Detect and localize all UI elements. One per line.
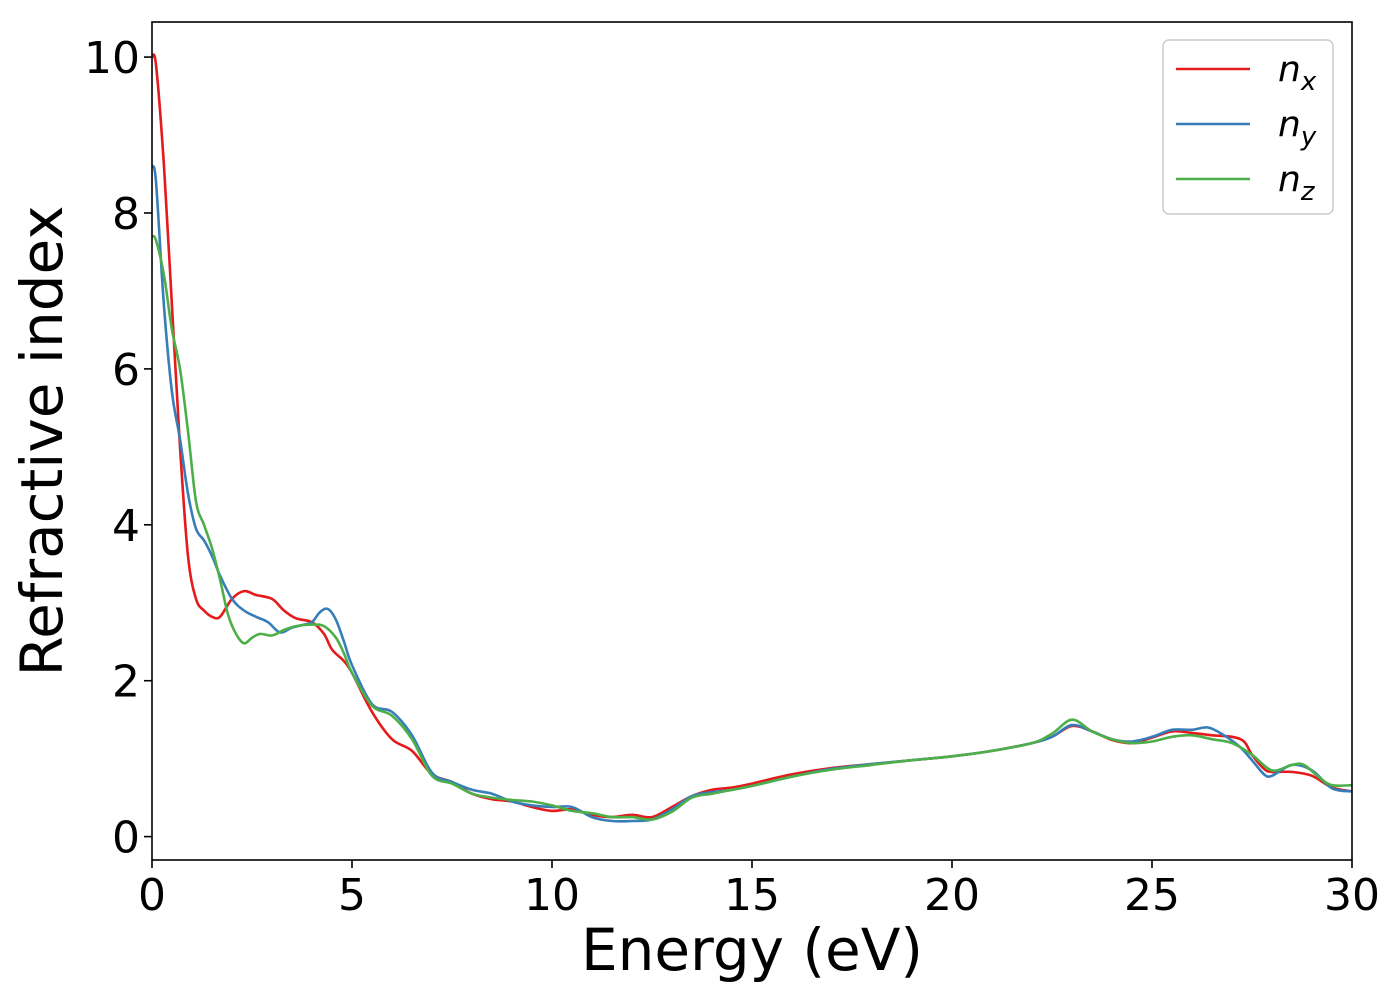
series-line-n-y xyxy=(152,164,1352,823)
legend-label-main: n xyxy=(1278,159,1301,200)
legend-label-sub: y xyxy=(1300,122,1317,152)
series-layer xyxy=(152,53,1352,823)
x-tick-label: 0 xyxy=(138,870,166,921)
legend-frame xyxy=(1162,39,1334,215)
legend-label-main: n xyxy=(1278,49,1301,90)
x-tick-label: 30 xyxy=(1324,870,1380,921)
legend-label-n-z: nz xyxy=(1278,159,1316,207)
y-tick-label: 4 xyxy=(112,501,140,552)
y-axis-ticks: 0 2 4 6 8 10 xyxy=(84,33,152,864)
x-axis-ticks: 0 5 10 15 20 25 30 xyxy=(138,860,1380,921)
x-tick-label: 5 xyxy=(338,870,366,921)
y-axis-title: Refractive index xyxy=(8,205,76,676)
legend-label-n-x: nx xyxy=(1278,49,1317,97)
y-tick-label: 10 xyxy=(84,33,140,84)
y-tick-label: 6 xyxy=(112,345,140,396)
x-tick-label: 25 xyxy=(1124,870,1180,921)
x-tick-label: 20 xyxy=(924,870,980,921)
y-tick-label: 8 xyxy=(112,189,140,240)
y-tick-label: 2 xyxy=(112,657,140,708)
legend-label-sub: z xyxy=(1300,177,1316,207)
x-tick-label: 10 xyxy=(524,870,580,921)
y-tick-label: 0 xyxy=(112,813,140,864)
series-line-n-z xyxy=(152,234,1352,821)
legend-label-n-y: ny xyxy=(1278,104,1317,152)
legend-label-sub: x xyxy=(1300,67,1317,97)
series-line-n-x xyxy=(152,53,1352,819)
legend-label-main: n xyxy=(1278,104,1301,145)
x-tick-label: 15 xyxy=(724,870,780,921)
x-axis-title: Energy (eV) xyxy=(581,916,923,984)
